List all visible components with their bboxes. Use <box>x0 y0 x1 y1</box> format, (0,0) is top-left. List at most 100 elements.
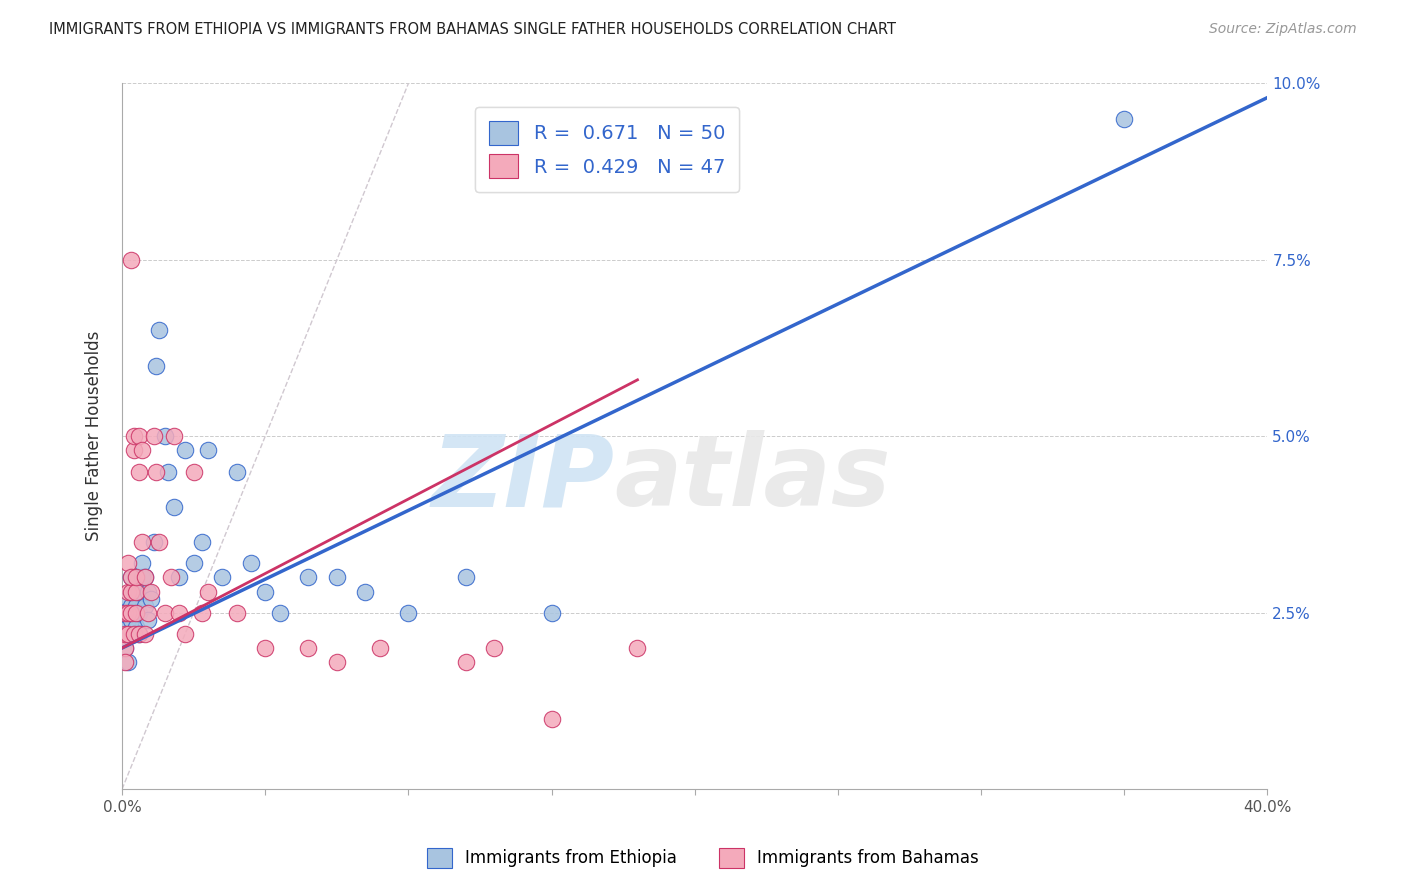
Point <box>197 443 219 458</box>
Point <box>354 584 377 599</box>
Point <box>117 620 139 634</box>
Point <box>484 640 506 655</box>
Point <box>162 500 184 514</box>
Point <box>134 599 156 613</box>
Point <box>128 584 150 599</box>
Point <box>125 620 148 634</box>
Point <box>120 613 142 627</box>
Point <box>125 570 148 584</box>
Point <box>117 557 139 571</box>
Point <box>174 443 197 458</box>
Point <box>125 599 148 613</box>
Point <box>1114 112 1136 126</box>
Point <box>454 570 477 584</box>
Point <box>183 557 205 571</box>
Point <box>114 606 136 620</box>
Point <box>156 465 179 479</box>
Point <box>142 429 165 443</box>
Point <box>117 584 139 599</box>
Point <box>122 606 145 620</box>
Point <box>540 606 562 620</box>
Point <box>191 535 214 549</box>
Point <box>139 591 162 606</box>
Point <box>125 570 148 584</box>
Point <box>153 606 176 620</box>
Y-axis label: Single Father Households: Single Father Households <box>86 331 103 541</box>
Point <box>122 429 145 443</box>
Point <box>120 599 142 613</box>
Point <box>120 252 142 267</box>
Point <box>131 535 153 549</box>
Point <box>114 627 136 641</box>
Point <box>183 465 205 479</box>
Point <box>197 584 219 599</box>
Point <box>169 570 191 584</box>
Point <box>148 535 170 549</box>
Point <box>297 640 319 655</box>
Point <box>626 640 648 655</box>
Point <box>142 535 165 549</box>
Text: IMMIGRANTS FROM ETHIOPIA VS IMMIGRANTS FROM BAHAMAS SINGLE FATHER HOUSEHOLDS COR: IMMIGRANTS FROM ETHIOPIA VS IMMIGRANTS F… <box>49 22 896 37</box>
Point <box>136 584 159 599</box>
Point <box>128 606 150 620</box>
Legend: R =  0.671   N = 50, R =  0.429   N = 47: R = 0.671 N = 50, R = 0.429 N = 47 <box>475 107 738 192</box>
Point <box>239 557 262 571</box>
Point <box>169 606 191 620</box>
Legend: Immigrants from Ethiopia, Immigrants from Bahamas: Immigrants from Ethiopia, Immigrants fro… <box>420 841 986 875</box>
Point <box>454 655 477 669</box>
Point <box>114 640 136 655</box>
Point <box>145 359 167 373</box>
Point <box>128 429 150 443</box>
Point <box>174 627 197 641</box>
Point <box>269 606 291 620</box>
Point <box>326 655 349 669</box>
Text: atlas: atlas <box>614 430 891 527</box>
Point <box>136 613 159 627</box>
Point <box>254 640 277 655</box>
Point <box>128 465 150 479</box>
Point <box>117 606 139 620</box>
Text: ZIP: ZIP <box>432 430 614 527</box>
Point <box>368 640 391 655</box>
Point <box>191 606 214 620</box>
Point <box>159 570 181 584</box>
Point <box>114 655 136 669</box>
Point <box>117 606 139 620</box>
Point <box>134 570 156 584</box>
Point <box>122 627 145 641</box>
Point <box>211 570 233 584</box>
Point <box>396 606 419 620</box>
Point <box>148 323 170 337</box>
Point <box>122 627 145 641</box>
Point <box>120 584 142 599</box>
Point <box>117 627 139 641</box>
Point <box>131 557 153 571</box>
Point <box>134 627 156 641</box>
Point <box>297 570 319 584</box>
Point <box>120 570 142 584</box>
Point <box>114 640 136 655</box>
Point <box>540 712 562 726</box>
Point <box>254 584 277 599</box>
Point <box>153 429 176 443</box>
Point <box>120 584 142 599</box>
Point <box>117 591 139 606</box>
Point <box>131 443 153 458</box>
Point <box>139 584 162 599</box>
Point <box>120 570 142 584</box>
Point <box>136 606 159 620</box>
Point <box>162 429 184 443</box>
Point <box>125 606 148 620</box>
Point <box>128 627 150 641</box>
Point <box>117 655 139 669</box>
Point <box>225 465 247 479</box>
Point <box>128 627 150 641</box>
Point <box>122 443 145 458</box>
Point <box>225 606 247 620</box>
Point <box>145 465 167 479</box>
Point <box>120 606 142 620</box>
Point <box>131 584 153 599</box>
Point <box>326 570 349 584</box>
Point <box>122 584 145 599</box>
Text: Source: ZipAtlas.com: Source: ZipAtlas.com <box>1209 22 1357 37</box>
